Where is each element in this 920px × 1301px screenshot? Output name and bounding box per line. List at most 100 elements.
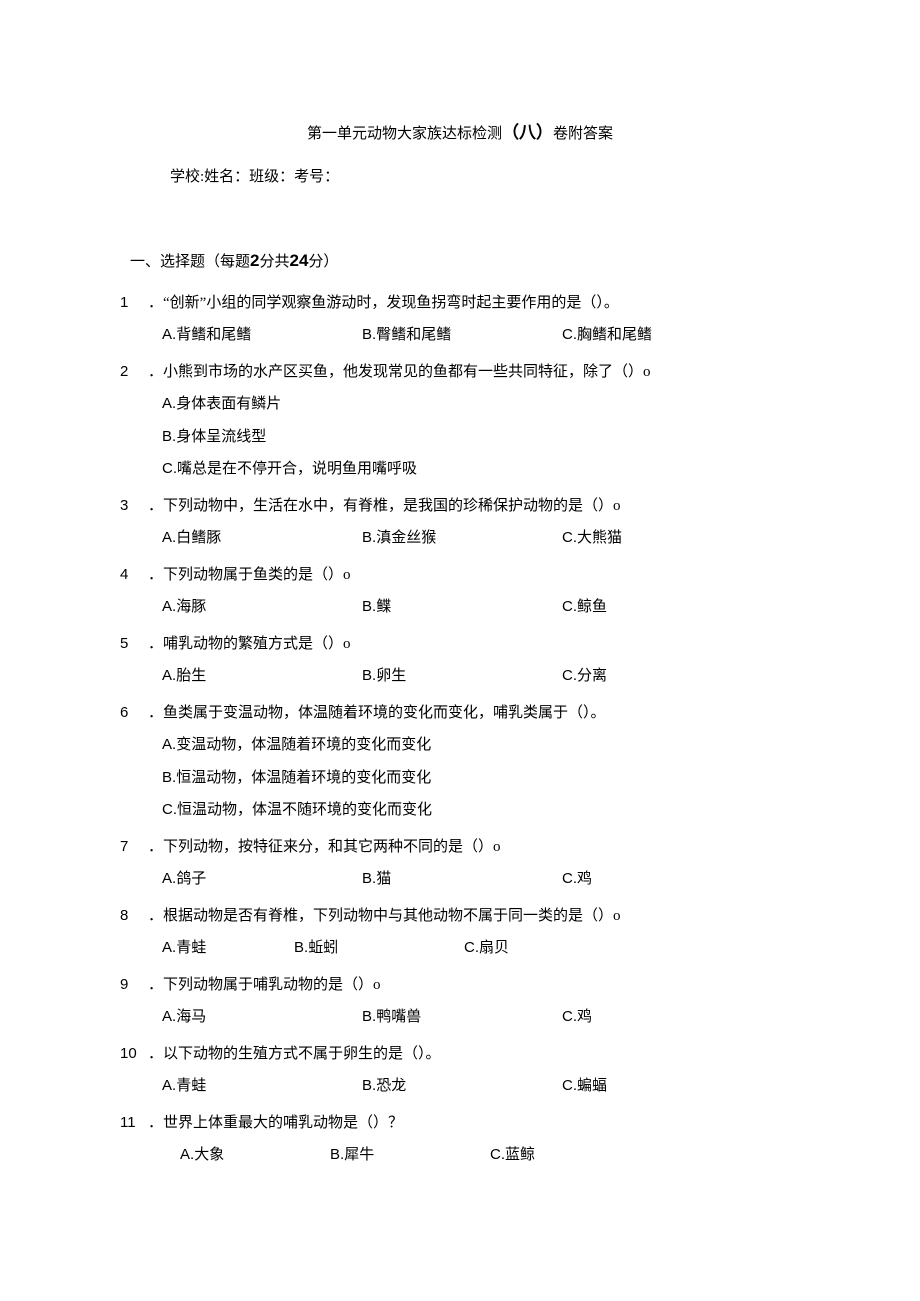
question-number: 1: [120, 292, 148, 315]
option: C.扇贝: [464, 937, 509, 960]
option: B.蚯蚓: [294, 937, 464, 960]
question-line: 7．下列动物，按特征来分，和其它两种不同的是（）o: [120, 836, 790, 859]
options: A.大象B.犀牛C.蓝鲸: [180, 1144, 790, 1167]
option: C.蓝鲸: [490, 1144, 535, 1167]
question: 3．下列动物中，生活在水中，有脊椎，是我国的珍稀保护动物的是（）oA.白鳍豚B.…: [130, 495, 790, 550]
option-label: B.: [362, 529, 376, 546]
option-label: C.: [562, 1008, 577, 1025]
question-text: ．“创新”小组的同学观察鱼游动时，发现鱼拐弯时起主要作用的是（）。: [148, 292, 619, 315]
question: 9．下列动物属于哺乳动物的是（）oA.海马B.鸭嘴兽C.鸡: [130, 974, 790, 1029]
option-label: B.: [362, 326, 376, 343]
option-label: C.: [562, 326, 577, 343]
question-number: 9: [120, 974, 148, 997]
option-text: 扇贝: [479, 940, 509, 956]
options: A.海豚B.鲽C.鲸鱼: [162, 596, 790, 619]
option-label: B.: [294, 939, 308, 956]
option: A.胎生: [162, 665, 362, 688]
option: B.恐龙: [362, 1075, 562, 1098]
question-line: 5．哺乳动物的繁殖方式是（）o: [120, 633, 790, 656]
option: C.蝙蝠: [562, 1075, 607, 1098]
exam-title: 第一单元动物大家族达标检测（八）卷附答案: [130, 120, 790, 146]
option-label: C.: [464, 939, 479, 956]
option-label: C.: [162, 460, 177, 477]
options-row: A.青蛙B.恐龙C.蝙蝠: [162, 1075, 790, 1098]
options: A.鸽子B.猫C.鸡: [162, 868, 790, 891]
section-heading: 一、选择题（每题2分共24分）: [130, 248, 790, 274]
option: A.鸽子: [162, 868, 362, 891]
option: C.鸡: [562, 1006, 592, 1029]
section-mid: 分共: [259, 254, 289, 270]
title-prefix: 第一单元动物大家族达标检测: [307, 126, 502, 142]
option-label: C.: [562, 667, 577, 684]
options-row: A.白鳍豚B.滇金丝猴C.大熊猫: [162, 527, 790, 550]
question: 10．以下动物的生殖方式不属于卵生的是（）。A.青蛙B.恐龙C.蝙蝠: [130, 1043, 790, 1098]
option-text: 身体表面有鳞片: [176, 396, 281, 412]
option-text: 蚯蚓: [308, 940, 338, 956]
options: A.白鳍豚B.滇金丝猴C.大熊猫: [162, 527, 790, 550]
option-text: 变温动物，体温随着环境的变化而变化: [176, 737, 431, 753]
question-number: 2: [120, 361, 148, 384]
option-label: A.: [162, 870, 176, 887]
question-number: 10: [120, 1043, 148, 1066]
option: C.鲸鱼: [562, 596, 607, 619]
question-line: 6．鱼类属于变温动物，体温随着环境的变化而变化，哺乳类属于（）。: [120, 702, 790, 725]
question: 1．“创新”小组的同学观察鱼游动时，发现鱼拐弯时起主要作用的是（）。A.背鳍和尾…: [130, 292, 790, 347]
option: A.海豚: [162, 596, 362, 619]
option-label: B.: [162, 428, 176, 445]
questions-container: 1．“创新”小组的同学观察鱼游动时，发现鱼拐弯时起主要作用的是（）。A.背鳍和尾…: [130, 292, 790, 1167]
exam-page: 第一单元动物大家族达标检测（八）卷附答案 学校:姓名：班级：考号： 一、选择题（…: [0, 0, 920, 1241]
question: 6．鱼类属于变温动物，体温随着环境的变化而变化，哺乳类属于（）。A.变温动物，体…: [130, 702, 790, 822]
question-number: 8: [120, 905, 148, 928]
question-line: 4．下列动物属于鱼类的是（）o: [120, 564, 790, 587]
option-text: 臀鳍和尾鳍: [376, 327, 451, 343]
option-text: 分离: [577, 668, 607, 684]
question-text: ．根据动物是否有脊椎，下列动物中与其他动物不属于同一类的是（）o: [148, 905, 621, 928]
option: A.身体表面有鳞片: [162, 393, 790, 416]
question-text: ．鱼类属于变温动物，体温随着环境的变化而变化，哺乳类属于（）。: [148, 702, 606, 725]
option-text: 嘴总是在不停开合，说明鱼用嘴呼吸: [177, 461, 417, 477]
option-label: A.: [162, 939, 176, 956]
question-text: ．以下动物的生殖方式不属于卵生的是（）。: [148, 1043, 441, 1066]
section-suffix: 分）: [308, 254, 338, 270]
option: A.青蛙: [162, 937, 294, 960]
option-label: C.: [562, 1077, 577, 1094]
option-label: C.: [162, 801, 177, 818]
options-row: A.海豚B.鲽C.鲸鱼: [162, 596, 790, 619]
question-line: 2．小熊到市场的水产区买鱼，他发现常见的鱼都有一些共同特征，除了（）o: [120, 361, 790, 384]
question-text: ．世界上体重最大的哺乳动物是（）？: [148, 1112, 403, 1135]
option-label: A.: [162, 395, 176, 412]
student-meta-line: 学校:姓名：班级：考号：: [170, 166, 790, 189]
option-label: C.: [490, 1146, 505, 1163]
question-text: ．下列动物属于哺乳动物的是（）o: [148, 974, 381, 997]
option-text: 胎生: [176, 668, 206, 684]
option: C.大熊猫: [562, 527, 622, 550]
option: C.分离: [562, 665, 607, 688]
option-label: B.: [330, 1146, 344, 1163]
option: A.大象: [180, 1144, 330, 1167]
option-text: 滇金丝猴: [376, 530, 436, 546]
option-label: C.: [562, 870, 577, 887]
option-text: 胸鳍和尾鳍: [577, 327, 652, 343]
option-label: B.: [362, 1008, 376, 1025]
option: B.身体呈流线型: [162, 426, 790, 449]
options: A.青蛙B.蚯蚓C.扇贝: [162, 937, 790, 960]
option: B.鸭嘴兽: [362, 1006, 562, 1029]
option-text: 海豚: [176, 599, 206, 615]
options: A.背鳍和尾鳍B.臀鳍和尾鳍C.胸鳍和尾鳍: [162, 324, 790, 347]
options: A.胎生B.卵生 C.分离: [162, 665, 790, 688]
question-line: 3．下列动物中，生活在水中，有脊椎，是我国的珍稀保护动物的是（）o: [120, 495, 790, 518]
option-label: B.: [362, 598, 376, 615]
question-text: ．小熊到市场的水产区买鱼，他发现常见的鱼都有一些共同特征，除了（）o: [148, 361, 651, 384]
option-text: 卵生: [376, 668, 406, 684]
options-row: A.背鳍和尾鳍B.臀鳍和尾鳍C.胸鳍和尾鳍: [162, 324, 790, 347]
option-label: B.: [362, 667, 376, 684]
option: A.青蛙: [162, 1075, 362, 1098]
option-text: 恒温动物，体温随着环境的变化而变化: [176, 770, 431, 786]
option-label: A.: [162, 736, 176, 753]
question: 8．根据动物是否有脊椎，下列动物中与其他动物不属于同一类的是（）oA.青蛙B.蚯…: [130, 905, 790, 960]
question-number: 6: [120, 702, 148, 725]
options: A.青蛙B.恐龙C.蝙蝠: [162, 1075, 790, 1098]
option: A.海马: [162, 1006, 362, 1029]
option-text: 鸭嘴兽: [376, 1009, 421, 1025]
option-text: 恒温动物，体温不随环境的变化而变化: [177, 802, 432, 818]
